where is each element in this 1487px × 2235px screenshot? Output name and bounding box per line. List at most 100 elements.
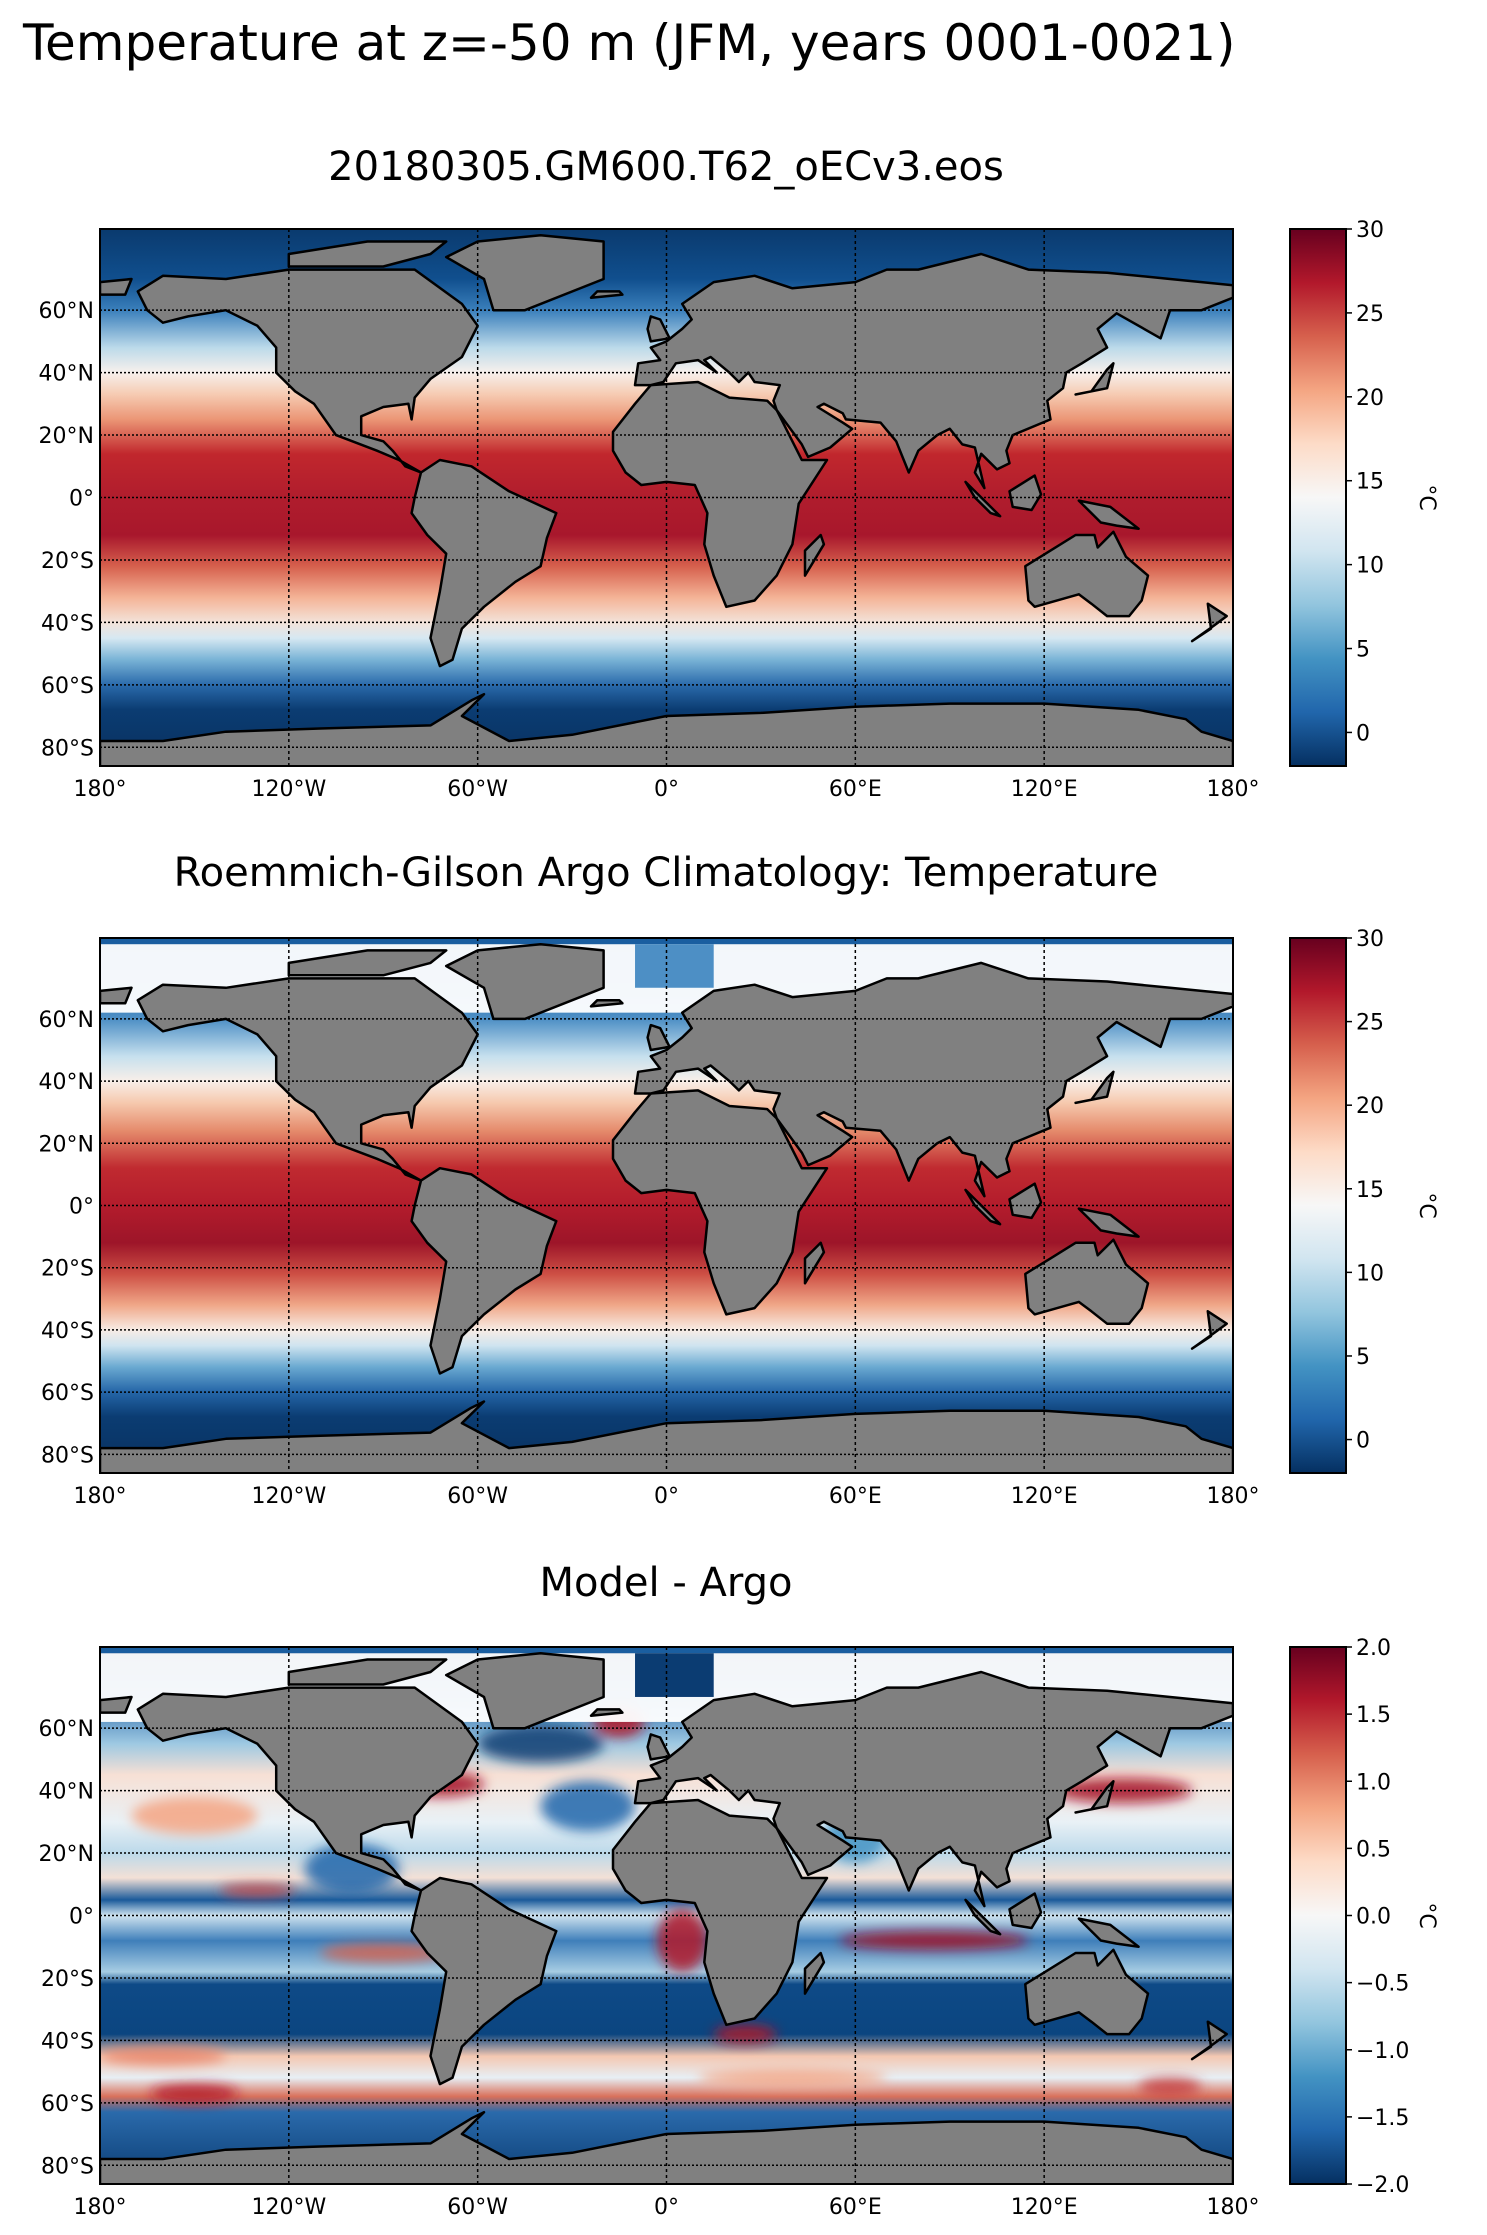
- colorbar-tick-label: −0.5: [1356, 1972, 1409, 1997]
- colorbar-tick-label: 0.5: [1356, 1837, 1391, 1862]
- colorbar-tick-label: −2.0: [1356, 2173, 1409, 2198]
- temperature-field: [100, 229, 1233, 766]
- coastline: [964, 1188, 1002, 1226]
- y-tick-label: 60°N: [39, 1008, 94, 1033]
- colorbar-tick-label: 0.0: [1356, 1905, 1391, 1930]
- colorbar-tick-label: 5: [1356, 638, 1370, 663]
- bias-anomaly: [131, 1796, 258, 1835]
- bias-anomaly: [839, 1931, 1029, 1950]
- coastline: [589, 290, 624, 299]
- x-tick-label: 180°: [74, 777, 127, 802]
- y-tick-label: 0°: [69, 1905, 94, 1930]
- coastline: [589, 1708, 624, 1717]
- colorbar-tick-label: 20: [1356, 386, 1384, 411]
- colorbar-tick-label: 30: [1356, 927, 1384, 952]
- y-tick-label: 60°S: [41, 2092, 94, 2117]
- land-masses: [100, 233, 1233, 766]
- colorbar-scale: [1289, 937, 1347, 1474]
- coastline: [100, 277, 133, 296]
- colorbar-tick-label: 1.5: [1356, 1703, 1391, 1728]
- bias-anomaly: [150, 2084, 239, 2103]
- map-panel-3: 180° 120°W 60°W 0° 60°E 120°E 180° 60°N 40°N 20°N…: [39, 1646, 1260, 2220]
- y-tick-label: 40°N: [39, 1070, 94, 1095]
- coastline: [611, 1798, 829, 2027]
- bias-anomaly: [1053, 1778, 1193, 1804]
- x-tick-label: 180°: [1207, 2195, 1260, 2220]
- colorbar-tick-label: 0: [1356, 721, 1370, 746]
- coastline: [1190, 1310, 1228, 1350]
- coastline: [1024, 1238, 1150, 1325]
- coastline: [100, 692, 1233, 766]
- bias-anomaly: [1138, 2077, 1202, 2097]
- coastline: [1074, 362, 1115, 396]
- colorbar-tick-label: −1.0: [1356, 2039, 1409, 2064]
- colorbar-tick-label: 0: [1356, 1429, 1370, 1454]
- colorbar-1: 30 25 20 15 10 5 0 °C: [1289, 218, 1439, 767]
- x-tick-label: 120°E: [1011, 1484, 1078, 1509]
- panel-2-title: Roemmich-Gilson Argo Climatology: Temper…: [174, 850, 1159, 896]
- coastline: [136, 977, 479, 1182]
- y-tick-label: 40°N: [39, 362, 94, 387]
- colorbar-tick-label: 20: [1356, 1094, 1384, 1119]
- x-tick-label: 60°E: [829, 1484, 882, 1509]
- bias-anomaly: [219, 1884, 296, 1897]
- bias-anomaly: [713, 2024, 777, 2044]
- x-tick-label: 0°: [654, 1484, 679, 1509]
- coastline: [1077, 499, 1140, 530]
- x-tick-label: 60°E: [829, 2195, 882, 2220]
- bias-anomaly: [100, 2046, 226, 2066]
- colorbar-tick-label: 10: [1356, 554, 1384, 579]
- coastline: [1024, 1948, 1150, 2036]
- figure-title: Temperature at z=-50 m (JFM, years 0001-…: [22, 14, 1236, 72]
- coastline: [1008, 1182, 1043, 1220]
- y-tick-label: 60°S: [41, 1381, 94, 1406]
- colorbar-scale: [1289, 228, 1347, 767]
- y-tick-label: 20°N: [39, 424, 94, 449]
- y-tick-label: 60°N: [39, 299, 94, 324]
- y-tick-label: 40°S: [41, 611, 94, 636]
- coastline: [1074, 1780, 1115, 1814]
- colorbar-tick-label: 15: [1356, 1178, 1384, 1203]
- y-tick-label: 60°N: [39, 1717, 94, 1742]
- coastline: [1077, 1207, 1140, 1238]
- x-tick-label: 120°W: [251, 777, 326, 802]
- coastline: [803, 533, 826, 577]
- panel-1-title: 20180305.GM600.T62_oECv3.eos: [328, 144, 1004, 190]
- y-tick-label: 0°: [69, 1195, 94, 1220]
- x-tick-label: 120°W: [251, 1484, 326, 1509]
- coastline: [589, 998, 624, 1008]
- coastline: [410, 458, 558, 668]
- map-panel-2: 180° 120°W 60°W 0° 60°E 120°E 180° 60°N 40°N 20°N…: [39, 937, 1260, 1509]
- bias-anomaly: [477, 1725, 604, 1763]
- map-frame: [99, 937, 1234, 1474]
- panel-3-title: Model - Argo: [540, 1560, 793, 1606]
- coastline: [1008, 1892, 1043, 1930]
- colorbar-scale: [1289, 1646, 1347, 2185]
- bias-anomaly: [657, 1909, 708, 1972]
- colorbar-tick-label: −1.5: [1356, 2106, 1409, 2131]
- x-tick-label: 60°E: [829, 777, 882, 802]
- coastline: [410, 1876, 558, 2086]
- coastline: [633, 1670, 1233, 1908]
- y-tick-label: 20°S: [41, 549, 94, 574]
- colorbar-label: °C: [1414, 484, 1439, 510]
- y-tick-label: 0°: [69, 487, 94, 512]
- bias-anomaly: [697, 2068, 887, 2088]
- coastline: [803, 1241, 826, 1285]
- y-tick-label: 80°S: [41, 736, 94, 761]
- colorbar-3: 2.0 1.5 1.0 0.5 0.0 −0.5 −1.0 −1.5 −2.0 °C: [1289, 1636, 1439, 2198]
- coastline: [633, 252, 1233, 490]
- map-panel-1: 180° 120°W 60°W 0° 60°E 120°E 180° 60°N 40°N 20°N…: [39, 228, 1260, 802]
- x-tick-label: 120°E: [1011, 2195, 1078, 2220]
- coastline: [1074, 1070, 1115, 1105]
- colorbar-tick-label: 10: [1356, 1261, 1384, 1286]
- y-tick-label: 80°S: [41, 2154, 94, 2179]
- coastline: [100, 2110, 1233, 2184]
- colorbar-tick-label: 2.0: [1356, 1636, 1391, 1661]
- coastline: [964, 1898, 1002, 1936]
- x-tick-label: 180°: [74, 1484, 127, 1509]
- y-tick-label: 40°S: [41, 1319, 94, 1344]
- coastline: [964, 480, 1002, 518]
- y-tick-label: 20°N: [39, 1132, 94, 1157]
